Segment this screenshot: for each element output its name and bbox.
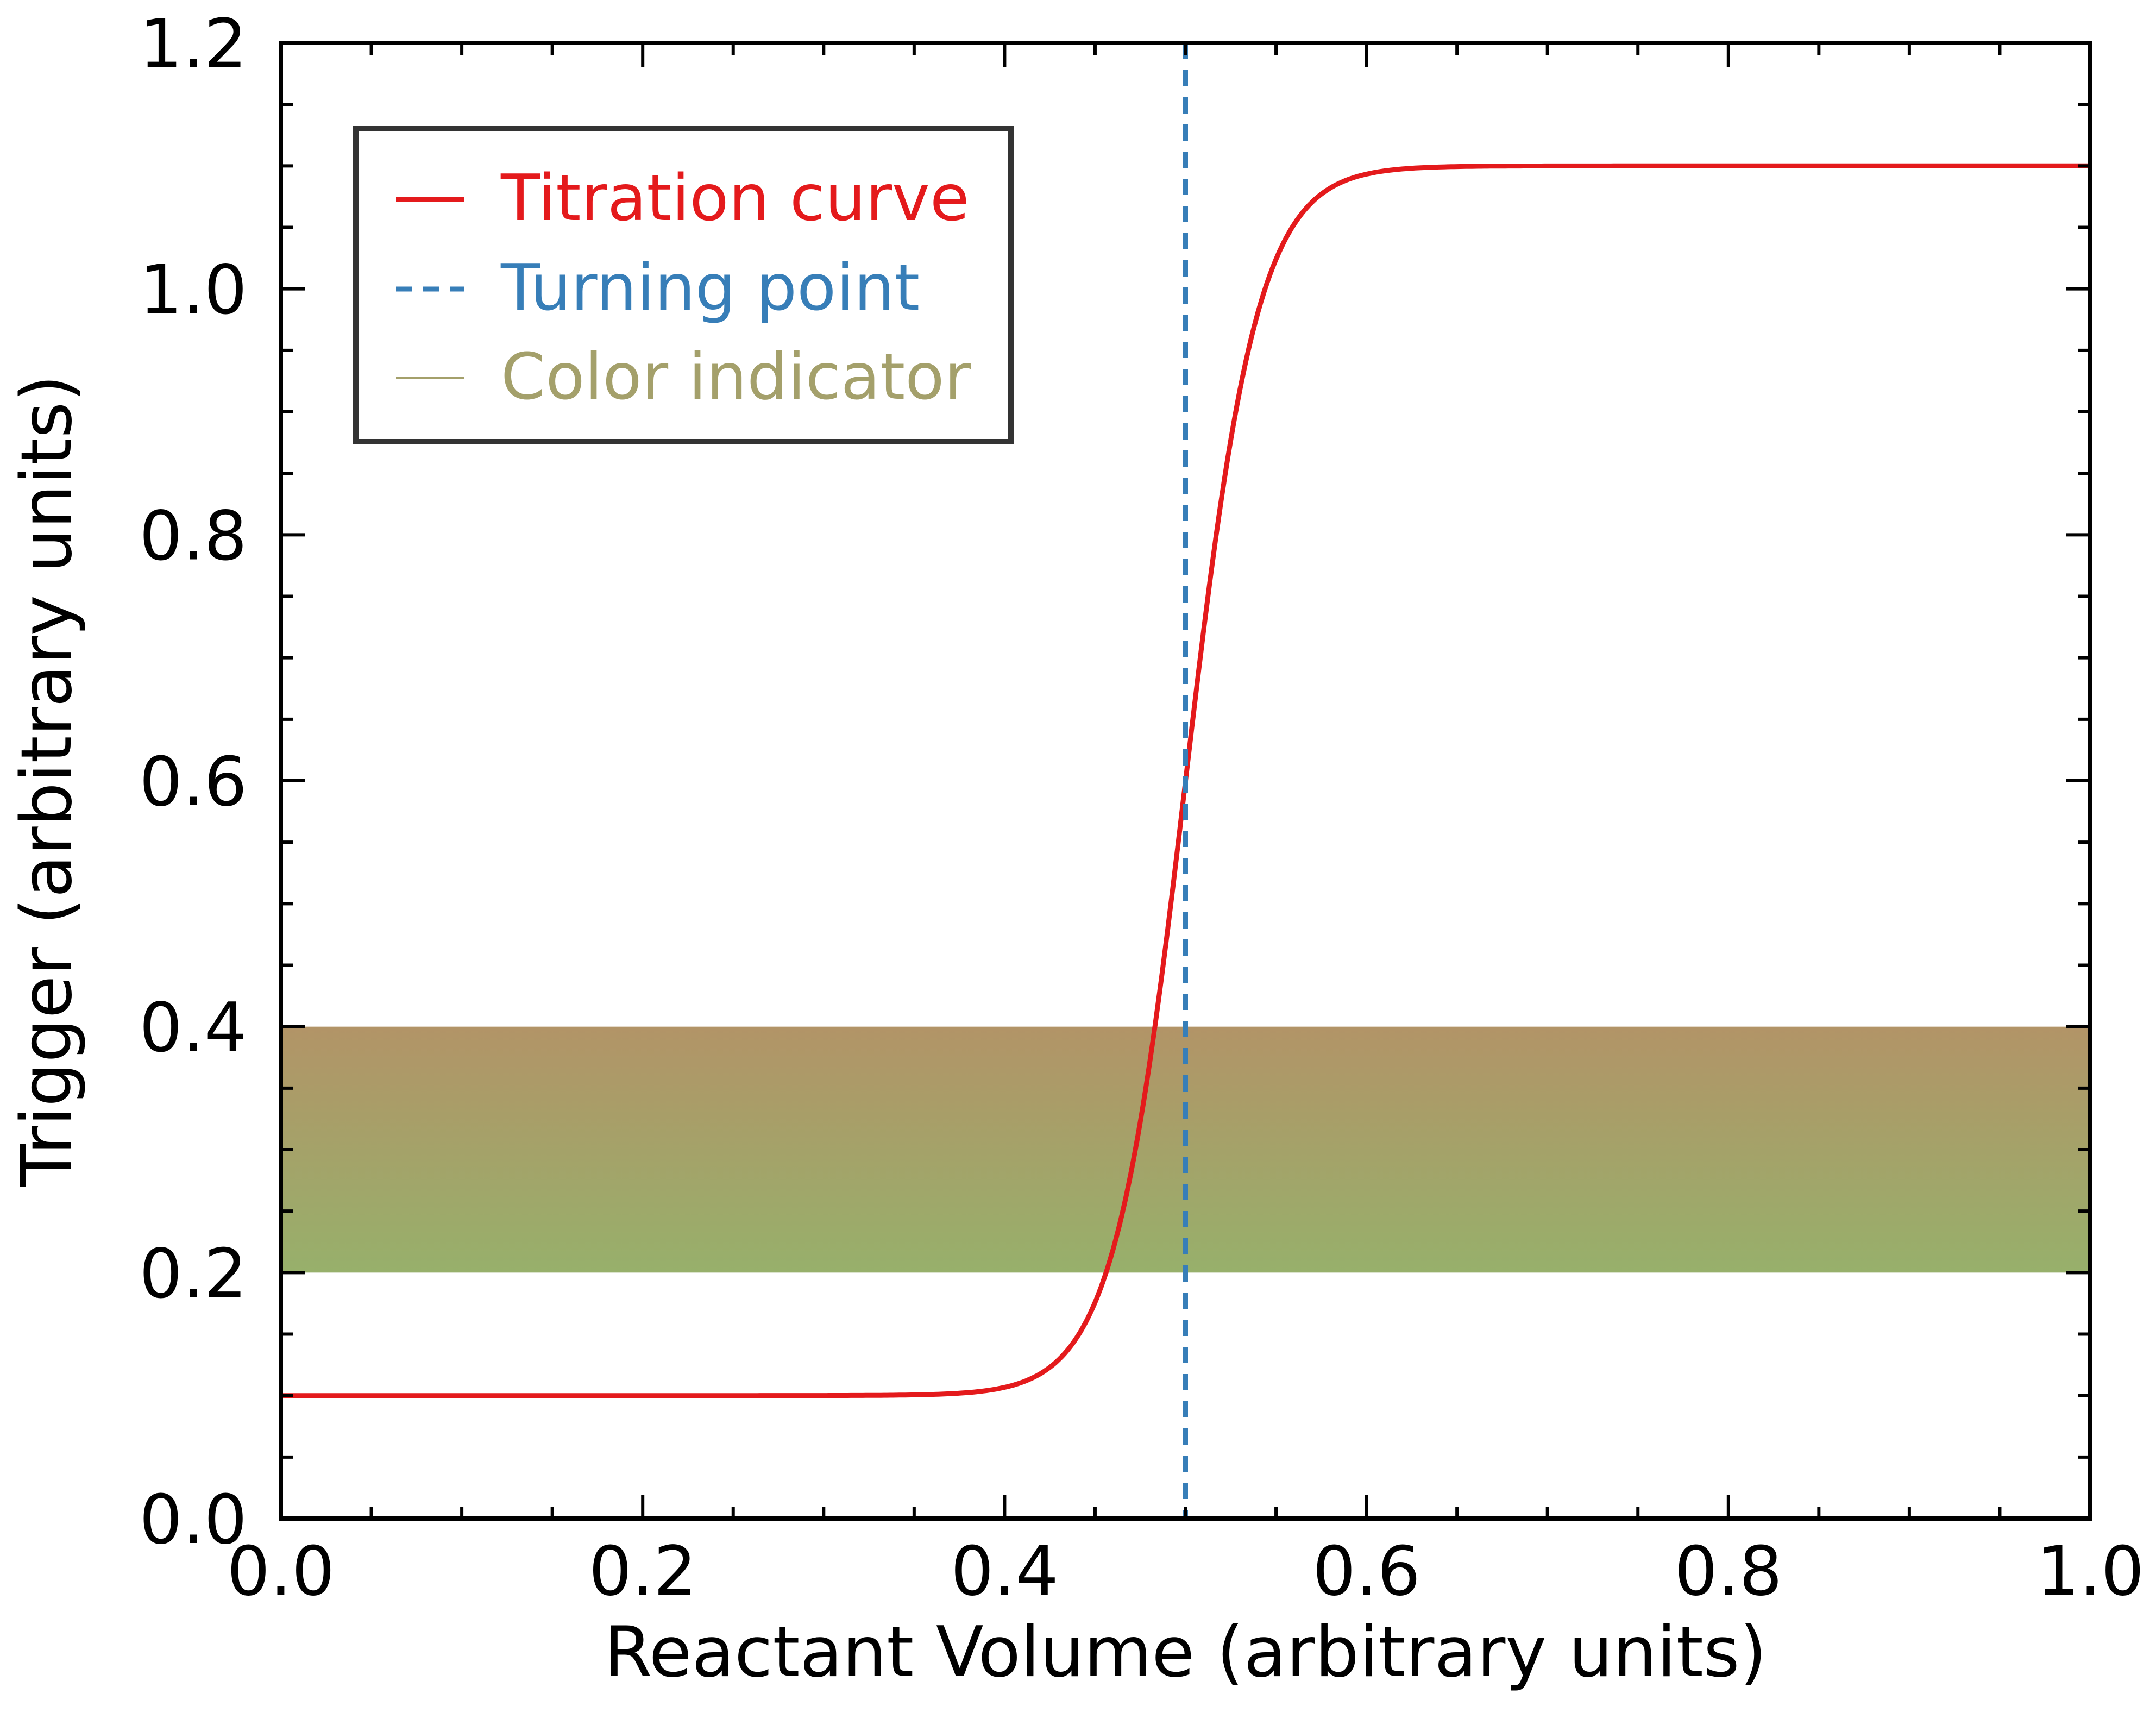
y-tick-label: 0.8 — [139, 497, 247, 575]
y-axis-label: Trigger (arbitrary units) — [7, 375, 87, 1188]
x-tick-label: 0.6 — [1312, 1532, 1420, 1611]
x-tick-label: 0.8 — [1674, 1532, 1782, 1611]
x-tick-label: 0.0 — [227, 1532, 335, 1611]
legend-label-color-indicator: Color indicator — [501, 339, 971, 414]
plot-frame — [279, 41, 2092, 1521]
x-tick-label: 1.0 — [2036, 1532, 2145, 1611]
x-tick-label: 0.4 — [951, 1532, 1059, 1611]
color-indicator-band — [281, 1026, 2090, 1273]
x-tick-label: 0.2 — [589, 1532, 697, 1611]
y-tick-label: 1.2 — [139, 5, 247, 84]
legend: Titration curve Turning point Color indi… — [353, 126, 1014, 444]
y-tick-label: 0.2 — [139, 1234, 247, 1313]
legend-box — [353, 126, 1014, 444]
y-tick-label: 0.6 — [139, 743, 247, 821]
legend-label-turning-point: Turning point — [500, 250, 920, 325]
x-axis-label: Reactant Volume (arbitrary units) — [604, 1612, 1767, 1693]
legend-label-titration-curve: Titration curve — [500, 160, 969, 235]
y-tick-label: 0.4 — [139, 989, 247, 1068]
y-tick-label: 1.0 — [139, 251, 247, 330]
y-tick-label: 0.0 — [139, 1481, 247, 1559]
